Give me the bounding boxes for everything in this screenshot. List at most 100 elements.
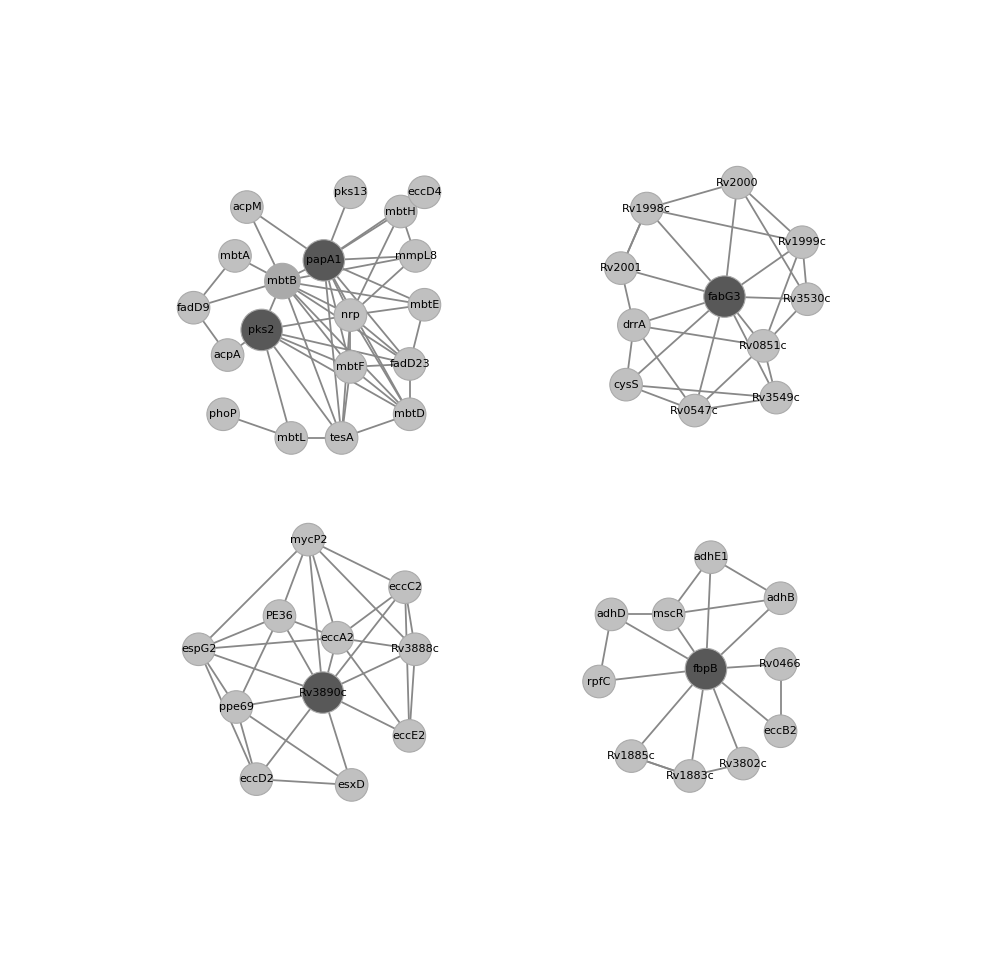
- Circle shape: [764, 715, 797, 748]
- Text: esxD: esxD: [338, 780, 366, 790]
- Text: Rv1999c: Rv1999c: [778, 237, 827, 247]
- Circle shape: [747, 330, 780, 362]
- Text: phoP: phoP: [209, 409, 237, 419]
- Text: Rv0547c: Rv0547c: [670, 406, 719, 415]
- Circle shape: [408, 288, 441, 321]
- Circle shape: [219, 239, 251, 272]
- Circle shape: [685, 649, 727, 690]
- Text: eccB2: eccB2: [764, 727, 797, 736]
- Circle shape: [399, 633, 431, 666]
- Text: Rv0851c: Rv0851c: [739, 341, 788, 351]
- Circle shape: [303, 239, 345, 281]
- Text: mbtF: mbtF: [336, 362, 365, 372]
- Circle shape: [605, 252, 637, 284]
- Circle shape: [652, 598, 685, 630]
- Circle shape: [292, 524, 325, 555]
- Text: nrp: nrp: [341, 310, 360, 320]
- Circle shape: [334, 176, 367, 209]
- Text: papA1: papA1: [306, 256, 342, 265]
- Circle shape: [583, 665, 615, 698]
- Circle shape: [674, 760, 706, 792]
- Circle shape: [275, 422, 308, 455]
- Text: fadD9: fadD9: [177, 303, 210, 312]
- Circle shape: [265, 263, 300, 299]
- Text: Rv0466: Rv0466: [759, 659, 802, 669]
- Text: fabG3: fabG3: [708, 291, 741, 302]
- Text: mbtL: mbtL: [277, 433, 305, 443]
- Text: rpfC: rpfC: [587, 677, 611, 686]
- Circle shape: [618, 308, 650, 341]
- Circle shape: [263, 600, 296, 632]
- Circle shape: [393, 398, 426, 431]
- Circle shape: [610, 368, 642, 401]
- Circle shape: [399, 239, 432, 272]
- Text: eccE2: eccE2: [393, 731, 426, 741]
- Circle shape: [786, 226, 818, 259]
- Circle shape: [211, 339, 244, 371]
- Text: Rv1998c: Rv1998c: [622, 204, 671, 213]
- Text: fadD23: fadD23: [389, 359, 430, 369]
- Text: drrA: drrA: [622, 320, 646, 330]
- Circle shape: [325, 422, 358, 455]
- Text: Rv2000: Rv2000: [716, 178, 759, 187]
- Text: mbtA: mbtA: [220, 251, 250, 261]
- Circle shape: [695, 541, 727, 574]
- Text: cysS: cysS: [613, 380, 639, 389]
- Circle shape: [334, 351, 367, 383]
- Text: Rv1883c: Rv1883c: [665, 771, 714, 781]
- Circle shape: [240, 763, 273, 796]
- Circle shape: [760, 382, 793, 414]
- Text: mycP2: mycP2: [290, 534, 327, 545]
- Circle shape: [384, 195, 417, 228]
- Text: Rv2001: Rv2001: [600, 263, 642, 273]
- Circle shape: [220, 691, 252, 724]
- Text: acpA: acpA: [214, 350, 241, 360]
- Text: acpM: acpM: [232, 202, 262, 212]
- Text: adhB: adhB: [766, 593, 795, 604]
- Circle shape: [764, 582, 797, 614]
- Circle shape: [721, 166, 754, 199]
- Text: eccD2: eccD2: [239, 775, 274, 784]
- Text: Rv1885c: Rv1885c: [607, 752, 656, 761]
- Circle shape: [177, 291, 210, 324]
- Text: Rv3888c: Rv3888c: [391, 644, 440, 654]
- Text: Rv3530c: Rv3530c: [783, 294, 832, 305]
- Circle shape: [595, 598, 628, 630]
- Text: eccD4: eccD4: [407, 187, 442, 197]
- Text: mbtH: mbtH: [385, 207, 416, 216]
- Text: pks2: pks2: [248, 325, 275, 335]
- Circle shape: [321, 622, 353, 654]
- Text: ppe69: ppe69: [219, 702, 254, 712]
- Text: mbtD: mbtD: [394, 409, 425, 419]
- Text: Rv3890c: Rv3890c: [298, 687, 347, 698]
- Text: pks13: pks13: [334, 187, 367, 197]
- Text: mbtB: mbtB: [267, 276, 297, 286]
- Circle shape: [631, 192, 663, 225]
- Circle shape: [727, 748, 760, 779]
- Text: eccC2: eccC2: [388, 582, 422, 592]
- Circle shape: [678, 394, 711, 427]
- Circle shape: [334, 299, 367, 332]
- Text: PE36: PE36: [266, 611, 293, 621]
- Text: espG2: espG2: [181, 644, 216, 654]
- Text: adhD: adhD: [597, 609, 626, 620]
- Circle shape: [182, 633, 215, 666]
- Circle shape: [408, 176, 441, 209]
- Circle shape: [335, 769, 368, 801]
- Text: mbtE: mbtE: [410, 300, 439, 309]
- Circle shape: [389, 571, 421, 604]
- Circle shape: [241, 309, 282, 351]
- Circle shape: [764, 648, 797, 680]
- Text: eccA2: eccA2: [320, 632, 354, 643]
- Text: Rv3802c: Rv3802c: [719, 758, 768, 769]
- Text: adhE1: adhE1: [693, 553, 728, 562]
- Text: tesA: tesA: [329, 433, 354, 443]
- Circle shape: [231, 191, 263, 223]
- Circle shape: [393, 348, 426, 381]
- Circle shape: [704, 276, 745, 317]
- Text: fbpB: fbpB: [693, 664, 719, 674]
- Text: Rv3549c: Rv3549c: [752, 393, 801, 403]
- Circle shape: [615, 740, 648, 773]
- Text: mmpL8: mmpL8: [395, 251, 437, 261]
- Circle shape: [207, 398, 239, 431]
